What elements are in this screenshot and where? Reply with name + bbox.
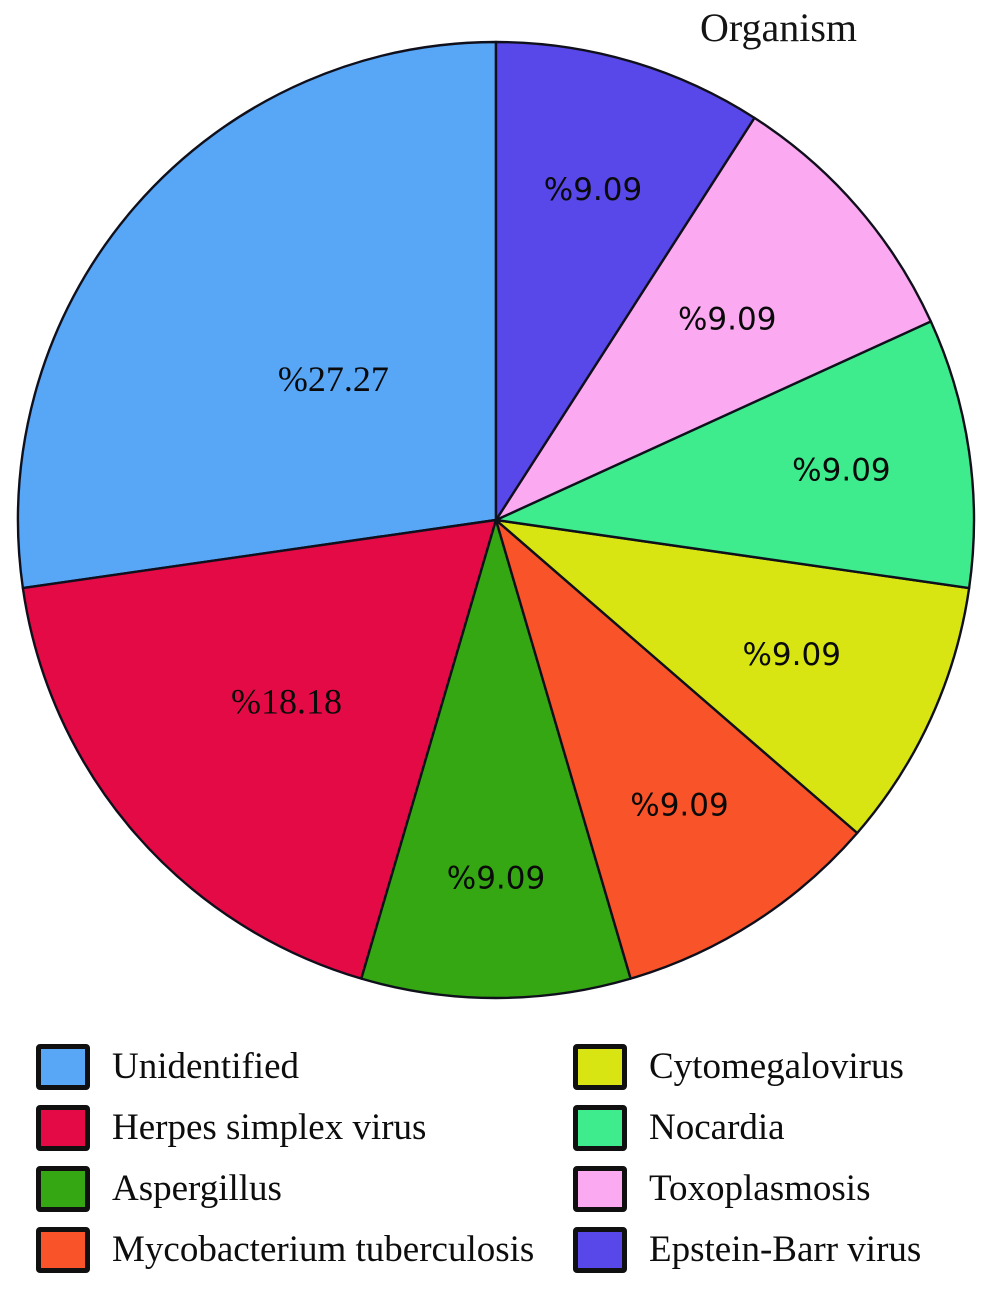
legend-label-toxoplasmosis: Toxoplasmosis	[649, 1168, 871, 1209]
legend-swatch-epstein-barr-virus	[573, 1226, 627, 1273]
legend-swatch-toxoplasmosis	[573, 1165, 627, 1212]
legend-item-unidentified: Unidentified	[36, 1036, 534, 1097]
legend-swatch-unidentified	[36, 1043, 90, 1090]
pie-slice-mycobacterium-tuberculosis	[494, 518, 859, 980]
legend-swatch-mycobacterium-tuberculosis	[36, 1226, 90, 1273]
slice-value-label-unidentified: %27.27	[278, 359, 389, 399]
legend-label-mycobacterium-tuberculosis: Mycobacterium tuberculosis	[112, 1229, 535, 1270]
legend-item-herpes-simplex-virus: Herpes simplex virus	[36, 1097, 534, 1158]
legend-label-cytomegalovirus: Cytomegalovirus	[649, 1046, 904, 1087]
legend-label-epstein-barr-virus: Epstein-Barr virus	[649, 1229, 922, 1270]
slice-value-label-nocardia: %9.09	[792, 452, 890, 488]
pie-chart: %27.27 %18.18 %9.09 %9.09 %9.09 %9.09 %9.09 %9.…	[16, 40, 976, 1000]
legend-item-nocardia: Nocardia	[573, 1097, 921, 1158]
pie-slice-aspergillus	[360, 518, 632, 1000]
pie-slice-cytomegalovirus	[494, 518, 971, 835]
slice-value-label-herpes-simplex-virus: %18.18	[231, 682, 342, 722]
slice-value-label-cytomegalovirus: %9.09	[742, 637, 840, 673]
chart-title: Organism	[700, 5, 858, 50]
legend-label-nocardia: Nocardia	[649, 1107, 785, 1148]
legend-swatch-herpes-simplex-virus	[36, 1104, 90, 1151]
legend-column-left: Unidentified Herpes simplex virus Aspergil…	[36, 1036, 534, 1280]
legend-label-aspergillus: Aspergillus	[112, 1168, 282, 1209]
slice-value-label-toxoplasmosis: %9.09	[678, 302, 776, 338]
pie-slice-herpes-simplex-virus	[21, 518, 498, 980]
pie-slice-nocardia	[494, 320, 976, 590]
legend-label-unidentified: Unidentified	[112, 1046, 300, 1087]
legend-item-cytomegalovirus: Cytomegalovirus	[573, 1036, 921, 1097]
legend-label-herpes-simplex-virus: Herpes simplex virus	[112, 1107, 427, 1148]
legend-column-right: Cytomegalovirus Nocardia Toxoplasmosis Epst…	[573, 1036, 921, 1280]
pie-slice-unidentified	[16, 40, 498, 590]
legend-item-aspergillus: Aspergillus	[36, 1158, 534, 1219]
legend-swatch-aspergillus	[36, 1165, 90, 1212]
legend-swatch-nocardia	[573, 1104, 627, 1151]
slice-value-label-aspergillus: %9.09	[447, 861, 545, 897]
legend-item-mycobacterium-tuberculosis: Mycobacterium tuberculosis	[36, 1219, 534, 1280]
legend-item-epstein-barr-virus: Epstein-Barr virus	[573, 1219, 921, 1280]
pie-slice-epstein-barr-virus	[494, 40, 756, 522]
legend-item-toxoplasmosis: Toxoplasmosis	[573, 1158, 921, 1219]
slice-value-label-epstein-barr-virus: %9.09	[544, 172, 642, 208]
pie-slice-toxoplasmosis	[494, 116, 932, 522]
legend-swatch-cytomegalovirus	[573, 1043, 627, 1090]
slice-value-label-mycobacterium-tuberculosis: %9.09	[630, 788, 728, 824]
